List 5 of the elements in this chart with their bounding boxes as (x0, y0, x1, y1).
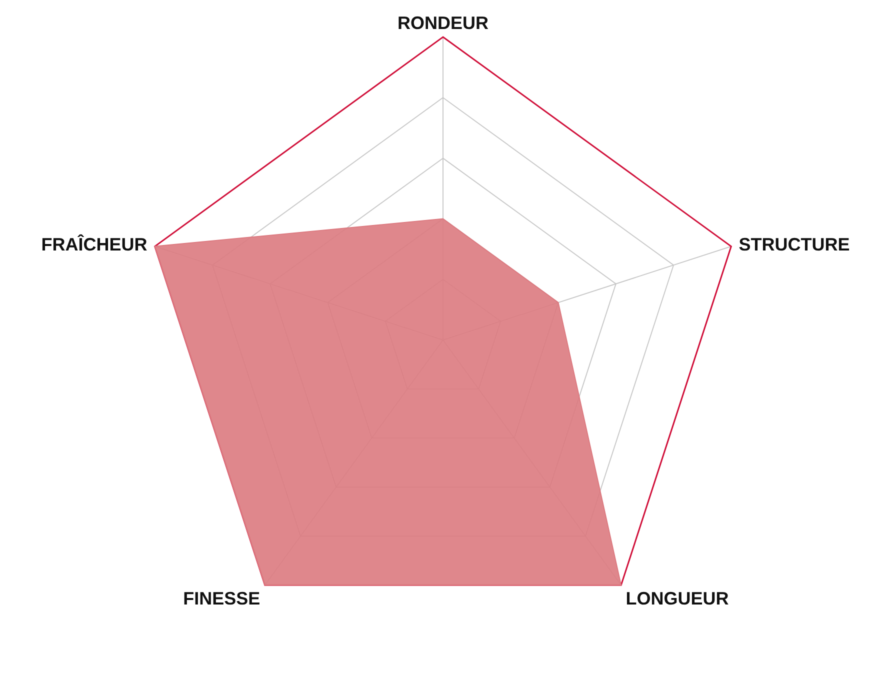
spoke-label: FRAÎCHEUR (41, 233, 148, 254)
spoke-label: LONGUEUR (626, 588, 729, 608)
spoke-label: STRUCTURE (738, 234, 850, 254)
spoke-label: RONDEUR (397, 13, 489, 33)
spoke-label: FINESSE (183, 588, 260, 608)
